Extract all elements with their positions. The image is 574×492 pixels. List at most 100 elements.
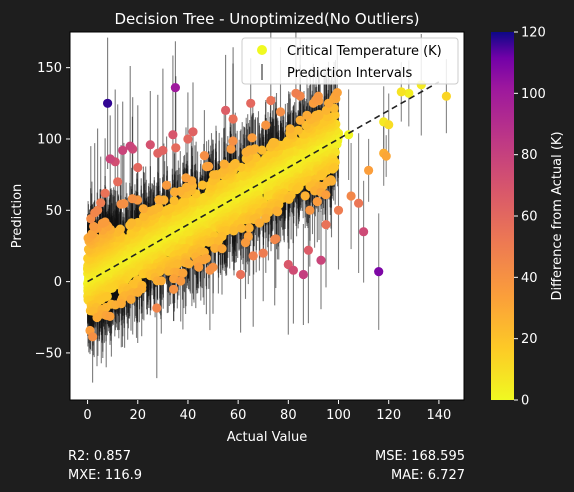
point-2052	[246, 98, 256, 108]
point-1874	[127, 218, 137, 228]
point-2026	[88, 332, 98, 342]
mse-metric: MSE: 168.595	[375, 449, 465, 464]
point-1898	[209, 170, 219, 180]
point-1770	[251, 153, 261, 163]
y-axis-ticks: −50 0 50 100 150	[35, 61, 70, 361]
colorbar-tick-label-20: 20	[521, 332, 538, 347]
y-tick-label-150: 150	[37, 61, 62, 76]
point-2074	[103, 98, 113, 108]
point-2021	[169, 284, 179, 294]
point-1960	[169, 187, 180, 197]
colorbar-label: Difference from Actual (K)	[550, 131, 565, 300]
point-2028	[116, 199, 126, 209]
point-1948	[254, 218, 264, 228]
chart-title: Decision Tree - Unoptimized(No Outliers)	[114, 10, 419, 28]
point-2010	[312, 197, 322, 207]
point-1915	[311, 110, 321, 120]
point-2062	[145, 140, 155, 150]
point-2050	[113, 177, 123, 187]
point-1722	[292, 184, 302, 195]
point-1982	[217, 244, 227, 254]
point-2027	[205, 265, 215, 275]
point-1997	[202, 162, 212, 172]
x-axis-ticks: 0 20 40 60 80 100 120 140	[83, 400, 451, 423]
colorbar-tick-label-120: 120	[521, 26, 546, 41]
point-2068	[125, 141, 135, 151]
point-2001	[364, 165, 374, 175]
point-1887	[230, 158, 240, 169]
point-1904	[321, 105, 331, 115]
y-axis-label: Prediction	[10, 184, 25, 249]
legend: Critical Temperature (K) Prediction Inte…	[241, 37, 459, 85]
point-2012	[226, 144, 236, 154]
point-1962	[295, 115, 305, 125]
point-1836	[293, 125, 303, 135]
x-tick-label-100: 100	[326, 408, 351, 423]
point-1993	[169, 274, 179, 284]
point-2013	[162, 180, 172, 190]
point-1998	[105, 311, 115, 321]
y-tick-label-0: 0	[54, 275, 62, 290]
x-tick-label-40: 40	[180, 408, 197, 423]
point-2024	[127, 194, 137, 204]
point-2034	[270, 234, 280, 245]
point-2061	[168, 130, 178, 140]
point-1958	[219, 159, 229, 169]
point-2043	[258, 248, 268, 258]
point-2057	[188, 127, 198, 137]
point-2054	[183, 134, 193, 144]
point-1854	[229, 226, 239, 236]
point-2071	[298, 269, 308, 280]
point-1568	[187, 195, 197, 206]
point-2016	[176, 276, 186, 286]
point-1375	[129, 268, 139, 278]
point-1937	[181, 182, 191, 192]
x-axis-label: Actual Value	[227, 430, 308, 445]
point-1934	[300, 191, 310, 201]
point-2053	[133, 162, 143, 173]
point-2008	[247, 133, 257, 143]
colorbar-tick-label-100: 100	[521, 87, 546, 102]
point-1935	[273, 207, 283, 217]
reference-line	[87, 81, 440, 283]
plot-frame	[69, 31, 465, 401]
legend-interval-label: Prediction Intervals	[287, 66, 412, 81]
point-2072	[170, 83, 180, 93]
point-2019	[305, 205, 315, 215]
x-tick-label-140: 140	[426, 408, 451, 423]
point-1992	[178, 268, 188, 278]
point-2000	[181, 173, 191, 183]
colorbar-ticks: 0 20 40 60 80 100 120	[514, 26, 546, 409]
point-1884	[213, 236, 223, 246]
point-2073	[374, 267, 384, 277]
colorbar-tick-label-40: 40	[521, 271, 538, 286]
point-1828	[197, 180, 208, 190]
colorbar-tick-label-80: 80	[521, 148, 538, 163]
point-1996	[332, 88, 342, 98]
scatter-points	[83, 80, 451, 342]
point-2014	[89, 221, 99, 231]
point-1974	[126, 294, 136, 304]
point-2020	[261, 120, 271, 130]
point-1724	[328, 164, 338, 174]
y-tick-label--50: −50	[35, 346, 62, 361]
point-2070	[316, 255, 326, 265]
point-1964	[116, 299, 126, 309]
point-2051	[171, 143, 181, 153]
mae-metric: MAE: 6.727	[390, 468, 465, 483]
x-tick-label-60: 60	[230, 408, 247, 423]
y-tick-label-50: 50	[45, 204, 62, 219]
point-1965	[156, 276, 166, 286]
x-tick-label-120: 120	[376, 408, 401, 423]
point-1938	[326, 176, 337, 186]
point-2033	[346, 191, 356, 201]
point-2029	[199, 151, 209, 161]
point-1940	[244, 223, 254, 233]
legend-scatter-marker	[257, 45, 267, 55]
colorbar	[491, 32, 514, 400]
point-2059	[303, 245, 313, 255]
point-1872	[268, 137, 278, 148]
point-2047	[100, 188, 110, 198]
point-2056	[153, 148, 163, 158]
